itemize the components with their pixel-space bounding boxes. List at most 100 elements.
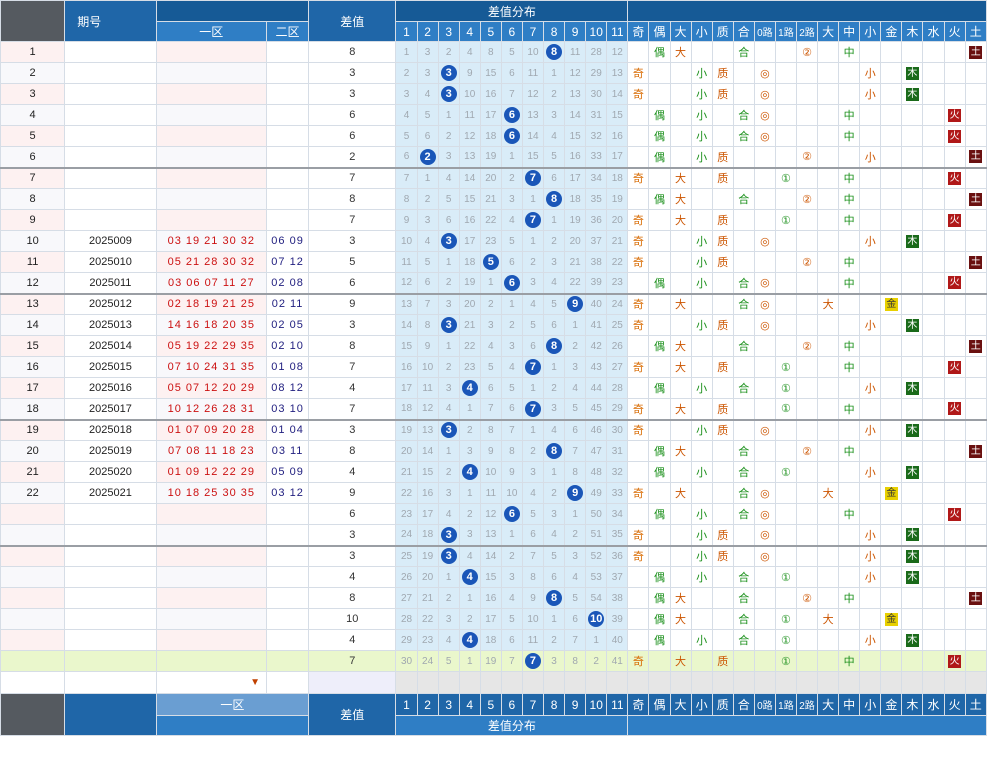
table-row[interactable]: 14 2025013 14 16 18 20 35 02 05 3 14 8 3 21 3 2 5 6 1… bbox=[0, 314, 987, 336]
footer-attr-col-0: 奇 bbox=[627, 693, 650, 716]
attr-small: 小 bbox=[690, 418, 713, 441]
zone1-numbers: 10 12 26 28 31 bbox=[155, 398, 267, 420]
miss-count: 6 bbox=[530, 529, 536, 541]
table-row[interactable]: 17 2025016 05 07 12 20 29 08 12 4 17 11 3 4 6 5 1 2 4… bbox=[0, 377, 987, 399]
miss-count: 19 bbox=[464, 277, 476, 289]
table-row[interactable]: 8 27 21 2 1 16 4 9 8 5 54 38 偶大合 ② 中土 bbox=[0, 587, 987, 609]
attr-odd: 奇 bbox=[627, 230, 650, 252]
attr-element-wood bbox=[901, 272, 924, 294]
table-row[interactable]: 5 6 5 6 2 12 18 6 14 4 15 32 16 偶小合 ◎ 中火 bbox=[0, 125, 987, 147]
dist-cell-7: 7 bbox=[521, 650, 545, 672]
table-row[interactable]: 10 2025009 03 19 21 30 32 06 09 3 10 4 3 17 23 5 1 2… bbox=[0, 230, 987, 252]
attr-range-0 bbox=[817, 125, 840, 147]
attr-element-fire: 火 bbox=[943, 166, 966, 189]
table-row[interactable]: 3 24 18 3 3 13 1 6 4 2 51 35 奇小质 ◎ 小木 bbox=[0, 524, 987, 546]
input-row[interactable]: ▼ bbox=[0, 671, 987, 694]
miss-count: 15 bbox=[569, 130, 581, 142]
table-row[interactable]: 3 3 3 4 3 10 16 7 12 2 13 30 14 奇小质 ◎ 小木 bbox=[0, 83, 987, 105]
select-dropdown[interactable]: ▼ bbox=[155, 671, 267, 694]
diff-value: 3 bbox=[308, 230, 397, 252]
attr-small bbox=[690, 440, 713, 462]
period-number: 2025013 bbox=[64, 314, 157, 336]
dist-cell-11: 18 bbox=[606, 166, 629, 189]
table-row[interactable]: 6 23 17 4 2 12 6 5 3 1 50 34 偶小合 ◎ 中火 bbox=[0, 503, 987, 525]
attr-range-1 bbox=[838, 544, 861, 567]
dist-cell-5: 8 bbox=[479, 418, 502, 441]
table-row[interactable]: 11 2025010 05 21 28 30 32 07 12 5 11 5 1 18 5 6 2 3 2… bbox=[0, 251, 987, 273]
table-row[interactable]: 9 7 9 3 6 16 22 4 7 1 19 36 20 奇大质 ① 中火 bbox=[0, 209, 987, 231]
table-row[interactable]: 7 30 24 5 1 19 7 7 3 8 2 41 奇大质 ① 中火 bbox=[0, 650, 987, 672]
table-row[interactable]: 19 2025018 01 07 09 20 28 01 04 3 19 13 3 2 8 7 1 4 6… bbox=[0, 418, 987, 441]
attr-route-0: ◎ bbox=[753, 292, 776, 315]
table-row[interactable]: 1 8 1 3 2 4 8 5 10 8 11 28 12 偶大合 ② 中土 bbox=[0, 41, 987, 63]
attr-element-earth bbox=[964, 83, 987, 105]
table-row[interactable]: 21 2025020 01 09 12 22 29 05 09 4 21 15 2 4 10 9 3 1… bbox=[0, 461, 987, 483]
attr-route-0 bbox=[753, 398, 776, 420]
table-row[interactable]: 2 3 2 3 3 9 15 6 11 1 12 29 13 奇小质 ◎ 小木 bbox=[0, 62, 987, 84]
dropdown-arrow-icon[interactable]: ▼ bbox=[250, 677, 260, 688]
dist-cell-10: 33 bbox=[585, 146, 608, 168]
attr-route-1: ① bbox=[774, 398, 797, 420]
attr-route-0 bbox=[753, 356, 776, 378]
row-index: 21 bbox=[0, 461, 66, 483]
element-badge: 土 bbox=[969, 339, 983, 353]
table-row[interactable]: 4 29 23 4 4 18 6 11 2 7 1 40 偶小合 ① 小木 bbox=[0, 629, 987, 651]
attr-route-2 bbox=[795, 608, 819, 630]
table-row[interactable]: 10 28 22 3 2 17 5 10 1 6 10 39 偶大合 ① 大金 bbox=[0, 608, 987, 630]
dist-cell-7: 5 bbox=[521, 314, 545, 336]
miss-count: 31 bbox=[590, 109, 602, 121]
miss-count: 10 bbox=[485, 466, 497, 478]
attr-element-earth: 土 bbox=[964, 440, 987, 462]
blank-cell bbox=[416, 671, 439, 694]
blank-cell bbox=[901, 671, 924, 694]
miss-count: 14 bbox=[527, 130, 539, 142]
attr-element-earth bbox=[964, 650, 987, 672]
miss-count: 20 bbox=[611, 214, 623, 226]
attr-prime: 质 bbox=[711, 418, 734, 441]
miss-count: 2 bbox=[466, 508, 473, 520]
diff-header: 差值 bbox=[308, 0, 397, 42]
attr-range-1: 中 bbox=[838, 650, 861, 672]
attr-range-2 bbox=[859, 398, 882, 420]
blank-cell bbox=[732, 671, 755, 694]
table-row[interactable]: 18 2025017 10 12 26 28 31 03 10 7 18 12 4 1 7 6 7 3 5… bbox=[0, 398, 987, 420]
miss-count: 21 bbox=[485, 193, 497, 205]
table-row[interactable]: 20 2025019 07 08 11 18 23 03 11 8 20 14 1 3 9 8 2 8 7… bbox=[0, 440, 987, 462]
dist-cell-3: 2 bbox=[437, 272, 460, 294]
dist-cell-6: 1 bbox=[500, 146, 523, 168]
diff-value: 3 bbox=[308, 314, 397, 336]
table-row[interactable]: 7 7 7 1 4 14 20 2 7 6 17 34 18 奇大质 ① 中火 bbox=[0, 166, 987, 189]
attr-element-metal bbox=[880, 398, 903, 420]
attr-prime bbox=[711, 41, 734, 63]
attr-range-2 bbox=[859, 125, 882, 147]
miss-count: 10 bbox=[527, 613, 539, 625]
miss-count: 2 bbox=[551, 382, 557, 394]
miss-count: 1 bbox=[509, 529, 515, 541]
dist-cell-11: 37 bbox=[606, 566, 629, 588]
dist-cell-6: 4 bbox=[500, 587, 523, 609]
dist-cell-10: 41 bbox=[585, 314, 608, 336]
attr-route-2 bbox=[795, 272, 819, 294]
table-row[interactable]: 22 2025021 10 18 25 30 35 03 12 9 22 16 3 1 11 10 4… bbox=[0, 482, 987, 504]
attr-odd bbox=[627, 41, 650, 63]
miss-count: 8 bbox=[403, 193, 410, 205]
table-row[interactable]: 8 8 8 2 5 15 21 3 1 8 18 35 19 偶大合 ② 中土 bbox=[0, 188, 987, 210]
table-row[interactable]: 3 25 19 3 4 14 2 7 5 3 52 36 奇小质 ◎ 小木 bbox=[0, 544, 987, 567]
dist-cell-10: 46 bbox=[585, 418, 608, 441]
table-row[interactable]: 6 2 6 2 3 13 19 1 15 5 16 33 17 偶小质 ② 小土 bbox=[0, 146, 987, 168]
dist-cell-10: 30 bbox=[585, 83, 608, 105]
table-row[interactable]: 13 2025012 02 18 19 21 25 02 11 9 13 7 3 20 2 1 4 5 9… bbox=[0, 292, 987, 315]
table-row[interactable]: 15 2025014 05 19 22 29 35 02 10 8 15 9 1 22 4 3 6 8 2… bbox=[0, 335, 987, 357]
miss-count: 6 bbox=[424, 130, 431, 142]
zone1-numbers: 05 21 28 30 32 bbox=[155, 251, 267, 273]
dist-cell-5: 2 bbox=[479, 292, 502, 315]
dist-cell-1: 17 bbox=[395, 377, 418, 399]
table-row[interactable]: 12 2025011 03 06 07 11 27 02 08 6 12 6 2 19 1 6 3 4 2… bbox=[0, 272, 987, 294]
zone2-numbers bbox=[265, 587, 310, 609]
attr-route-0 bbox=[753, 629, 776, 651]
miss-count: 11 bbox=[569, 46, 581, 58]
element-badge: 木 bbox=[905, 318, 919, 332]
table-row[interactable]: 16 2025015 07 10 24 31 35 01 08 7 16 10 2 23 5 4 7 1… bbox=[0, 356, 987, 378]
table-row[interactable]: 4 6 4 5 1 11 17 6 13 3 14 31 15 偶小合 ◎ 中火 bbox=[0, 104, 987, 126]
table-row[interactable]: 4 26 20 1 4 15 3 8 6 4 53 37 偶小合 ① 小木 bbox=[0, 566, 987, 588]
